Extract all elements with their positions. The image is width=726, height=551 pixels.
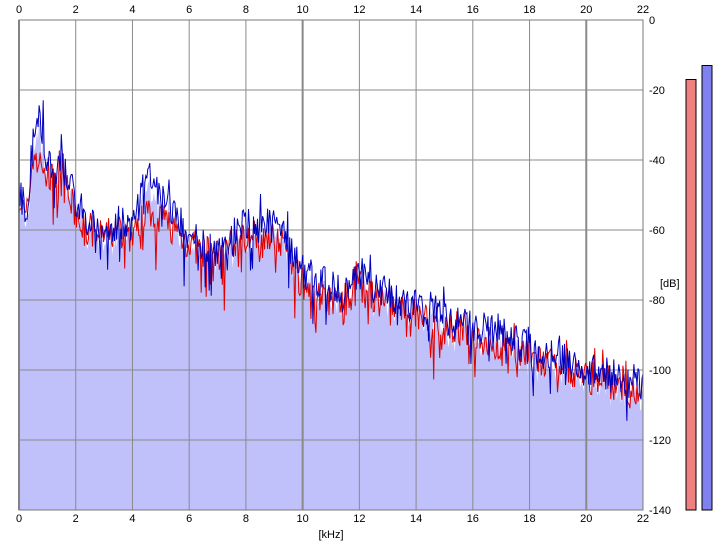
x-tick-label-top: 6 [186, 4, 192, 16]
x-tick-label-top: 4 [129, 4, 135, 16]
y-tick-label: 0 [649, 15, 655, 27]
x-tick-label-bottom: 18 [523, 513, 535, 525]
x-tick-label-bottom: 22 [637, 513, 649, 525]
x-tick-label-top: 10 [297, 4, 309, 16]
x-tick-label-bottom: 10 [297, 513, 309, 525]
x-tick-label-top: 0 [16, 4, 22, 16]
x-tick-label-top: 22 [637, 4, 649, 16]
x-tick-label-bottom: 12 [353, 513, 365, 525]
x-tick-label-bottom: 16 [467, 513, 479, 525]
x-tick-label-top: 18 [523, 4, 535, 16]
plot-frame [18, 19, 644, 511]
x-tick-label-top: 14 [410, 4, 422, 16]
x-tick-label-bottom: 6 [186, 513, 192, 525]
y-tick-label: -20 [649, 85, 665, 97]
x-tick-label-bottom: 20 [580, 513, 592, 525]
x-tick-label-top: 2 [73, 4, 79, 16]
x-tick-label-top: 8 [243, 4, 249, 16]
spectrum-fill-area [19, 114, 643, 511]
y-tick-label: -40 [649, 155, 665, 167]
x-tick-label-bottom: 0 [16, 513, 22, 525]
y-tick-label: -120 [649, 435, 671, 447]
series-line-blue [18, 100, 644, 421]
x-tick-label-top: 16 [467, 4, 479, 16]
x-tick-label-bottom: 8 [243, 513, 249, 525]
x-axis-label: [kHz] [318, 529, 343, 541]
x-tick-label-top: 12 [353, 4, 365, 16]
y-tick-label: -140 [649, 505, 671, 517]
level-meter-red [685, 79, 697, 511]
y-tick-label: -100 [649, 365, 671, 377]
y-tick-label: -60 [649, 225, 665, 237]
x-tick-label-bottom: 4 [129, 513, 135, 525]
y-tick-label: -80 [649, 295, 665, 307]
y-axis-label: [dB] [660, 278, 680, 290]
x-tick-label-top: 20 [580, 4, 592, 16]
x-tick-label-bottom: 14 [410, 513, 422, 525]
level-meter-blue [701, 65, 713, 511]
x-tick-label-bottom: 2 [73, 513, 79, 525]
